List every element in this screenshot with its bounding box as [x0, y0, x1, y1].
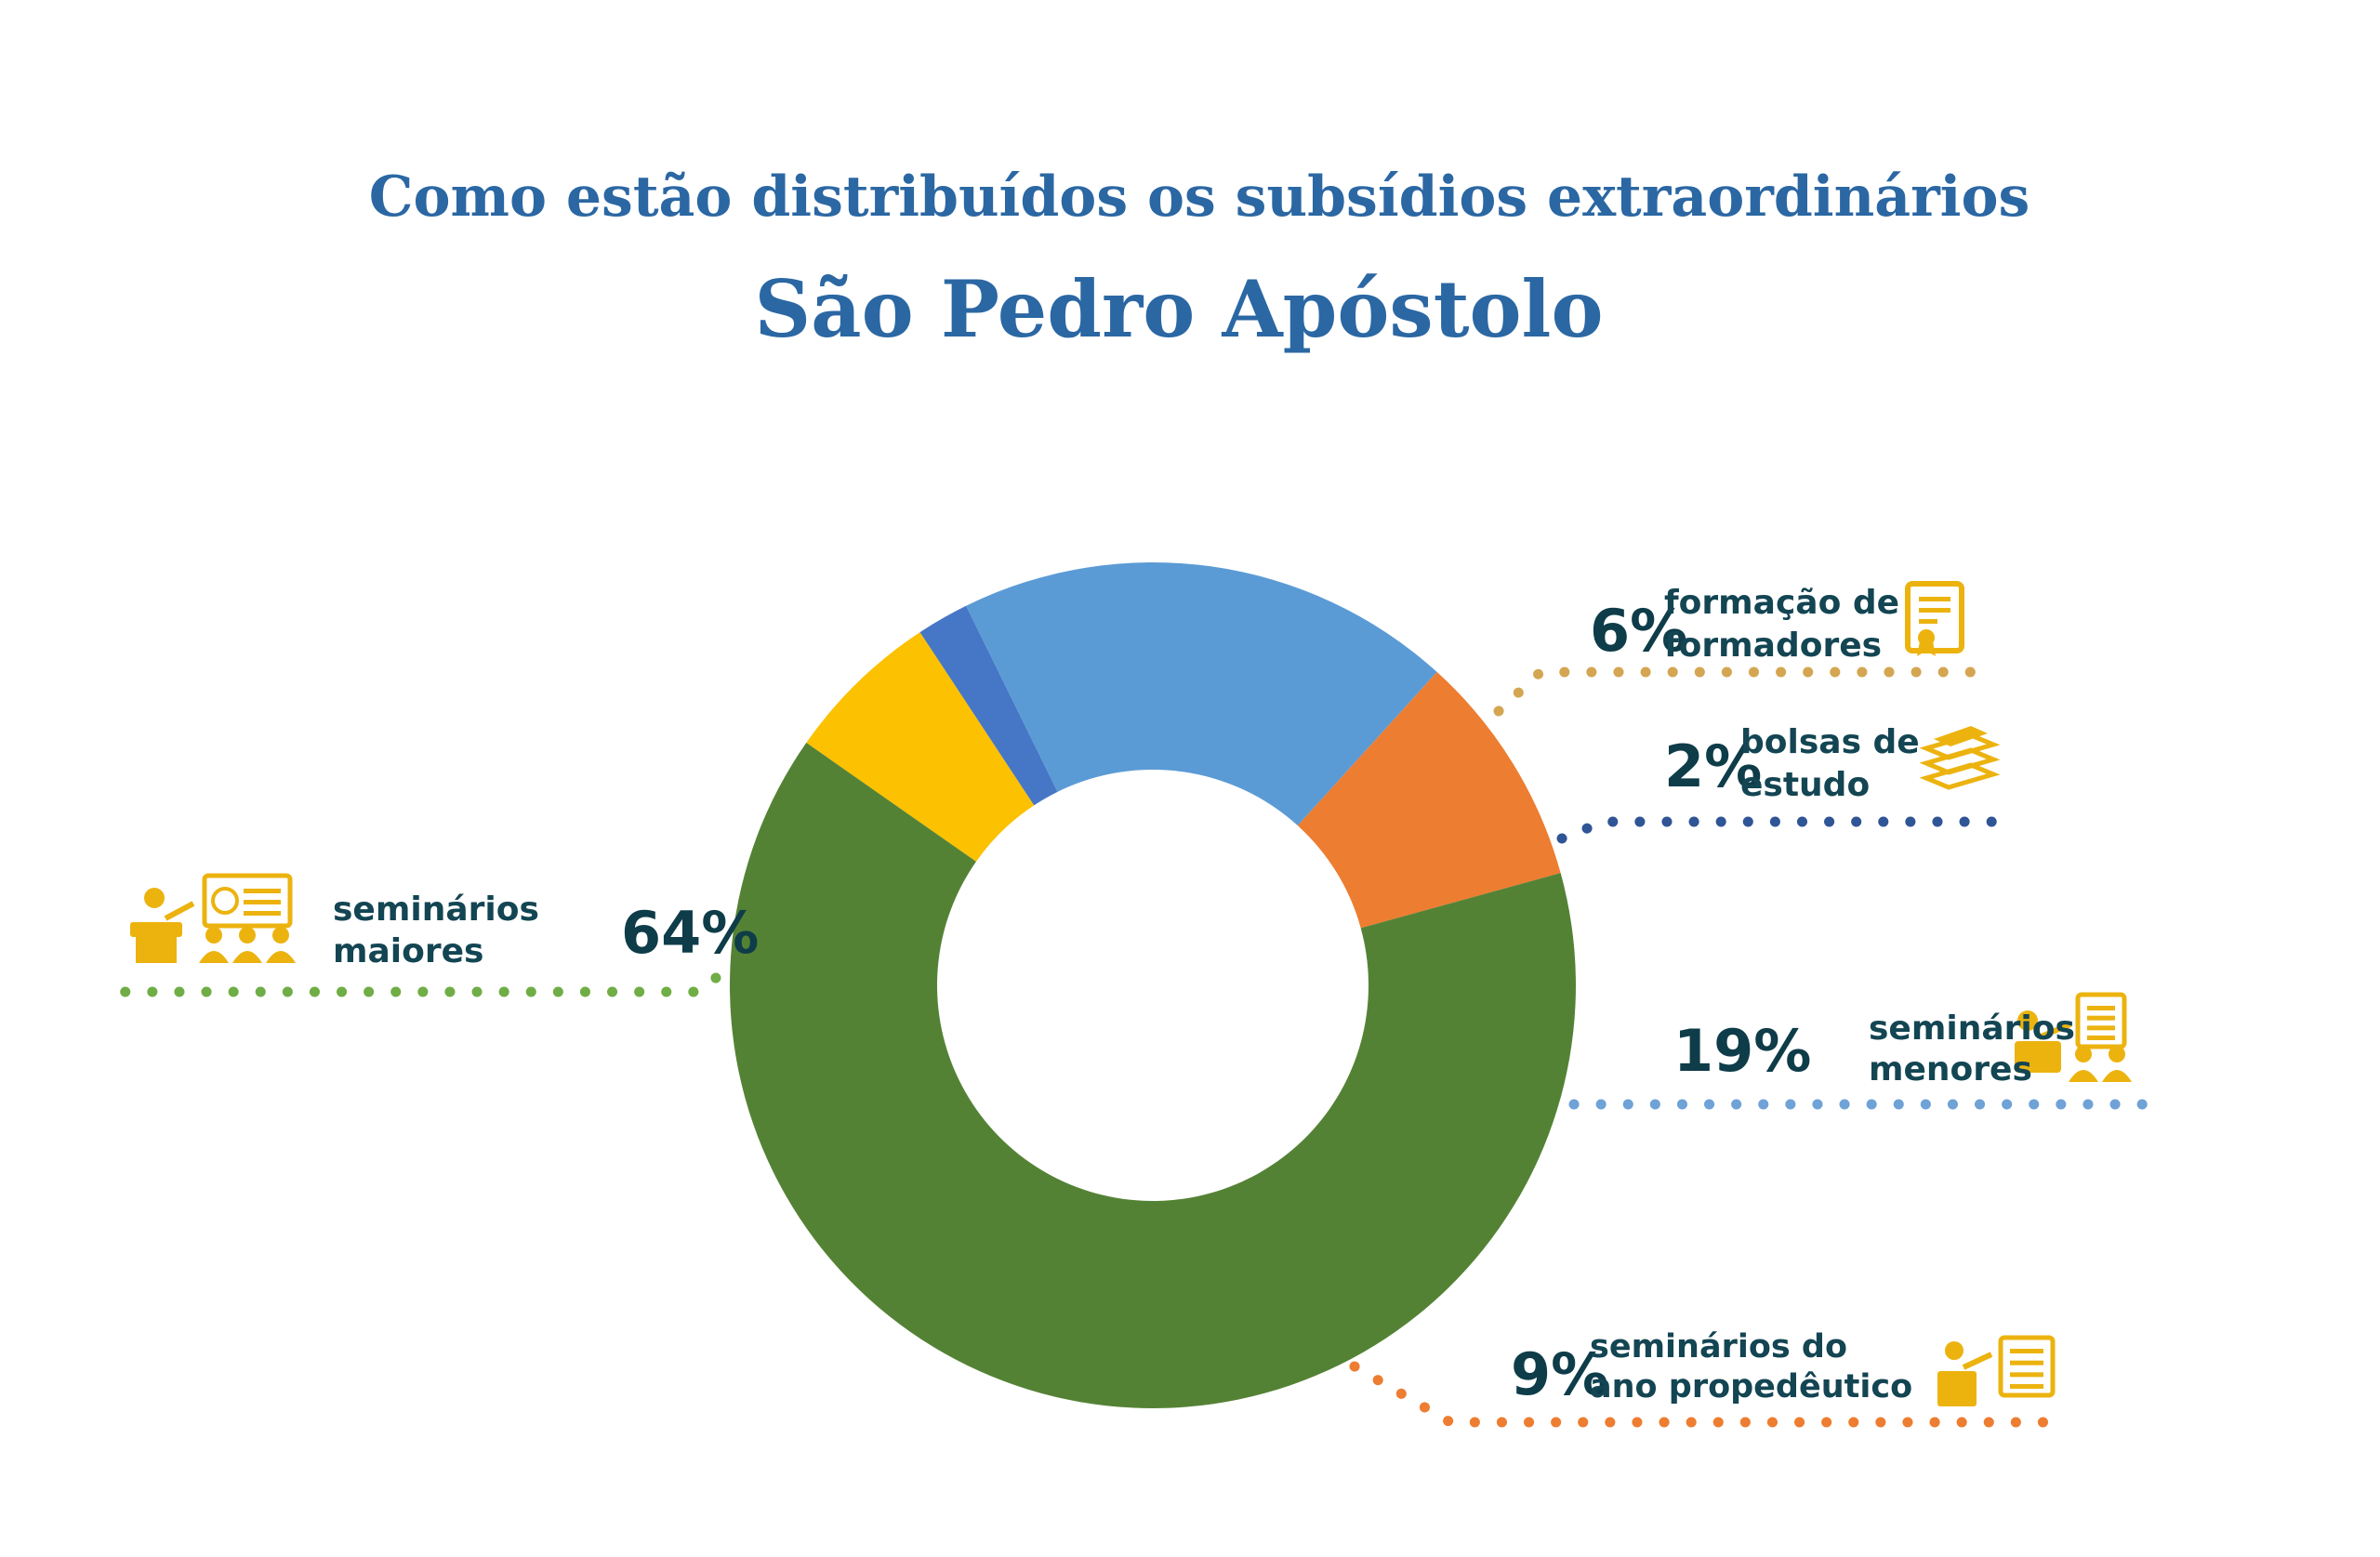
books-icon	[1919, 726, 2001, 790]
data-label: 19%	[1673, 1017, 1811, 1085]
category-label: formadores	[1664, 627, 1882, 665]
certificate-icon	[1905, 581, 1964, 656]
chart-subtitle: São Pedro Apóstolo	[755, 263, 1604, 355]
category-label: seminários do	[1590, 1328, 1847, 1366]
leader-line	[1349, 1361, 2060, 1428]
leader-line	[1556, 816, 2006, 844]
category-label: menores	[1869, 1050, 2032, 1089]
slice-icons	[130, 581, 2132, 1406]
chart-title: Como estão distribuídos os subsídios ext…	[369, 165, 2030, 230]
data-label: 9%	[1511, 1340, 1608, 1408]
category-label: seminários	[1869, 1009, 2075, 1048]
leader-line	[106, 972, 721, 997]
category-label: bolsas de	[1740, 723, 1920, 761]
category-label: formação de	[1664, 584, 1899, 622]
category-label: estudo	[1740, 766, 1870, 804]
pie-slice	[1297, 671, 1561, 929]
category-label: seminários	[333, 891, 539, 929]
category-label: ano propedêutico	[1590, 1368, 1912, 1405]
slice-labels: 6%formação de formadores 2%bolsas de estudo…	[333, 584, 2075, 1408]
leader-lines	[106, 666, 2162, 1428]
data-label: 2%	[1664, 732, 1762, 800]
pie-slice	[729, 743, 1577, 1408]
data-label: 6%	[1590, 597, 1687, 665]
category-label: maiores	[333, 932, 483, 970]
pie-slice	[919, 605, 1058, 806]
teacher-audience-icon	[2015, 992, 2132, 1082]
pie-slice	[806, 632, 1035, 862]
presentation-icon	[130, 873, 296, 963]
leader-line	[1493, 666, 1981, 717]
data-label: 64%	[621, 899, 759, 967]
donut-slices	[729, 562, 1577, 1408]
pie-slice	[966, 562, 1437, 826]
teacher-board-icon	[1937, 1335, 2056, 1406]
